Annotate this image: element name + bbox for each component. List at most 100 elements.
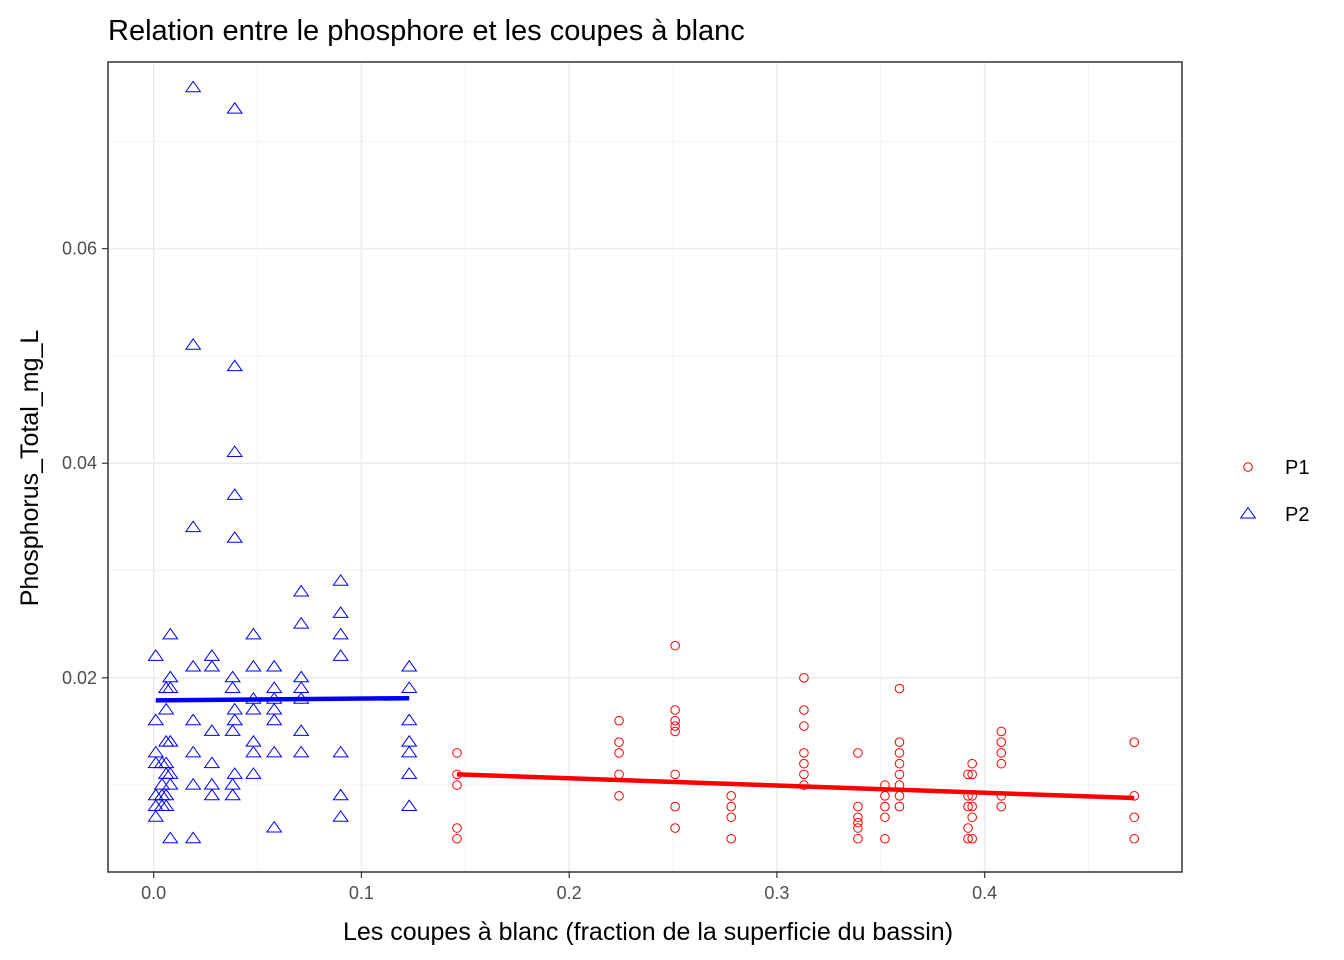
data-point: [147, 649, 165, 661]
data-point: [332, 649, 349, 661]
data-point: [799, 705, 809, 715]
data-point: [184, 713, 202, 726]
data-point: [894, 801, 905, 812]
trend-line-p2: [155, 695, 410, 703]
data-point: [967, 801, 977, 812]
data-point: [147, 713, 165, 726]
x-axis: 0.0 0.1 0.2 0.3 0.4: [141, 872, 997, 903]
data-point: [853, 823, 863, 833]
data-point: [614, 748, 624, 758]
legend: P1 P2: [1239, 457, 1309, 526]
data-point: [996, 758, 1007, 769]
x-tick-label: 0.2: [557, 883, 582, 903]
y-axis: 0.02 0.04 0.06: [62, 239, 108, 688]
data-point: [799, 721, 809, 731]
data-point: [967, 758, 977, 769]
data-point: [452, 833, 462, 844]
data-point: [203, 756, 221, 769]
plot-panel: [107, 61, 1183, 873]
data-point: [1129, 812, 1140, 823]
data-point: [996, 737, 1007, 747]
legend-item-p2: P2: [1239, 504, 1309, 526]
x-tick-label: 0.4: [972, 883, 997, 903]
data-point: [332, 788, 349, 801]
data-point: [799, 758, 809, 769]
data-point: [226, 713, 243, 726]
x-tick-label: 0.0: [141, 883, 166, 903]
data-point: [967, 833, 977, 844]
panel-border: [107, 61, 1183, 873]
data-point: [162, 777, 179, 790]
data-point: [292, 616, 310, 629]
data-point: [894, 683, 905, 694]
data-point: [245, 702, 262, 715]
data-point: [670, 715, 680, 726]
data-point: [265, 745, 283, 758]
data-point: [184, 80, 202, 93]
legend-label: P1: [1285, 457, 1309, 479]
data-point: [245, 767, 262, 779]
data-point: [245, 659, 262, 672]
data-point: [853, 801, 863, 812]
data-point: [157, 799, 175, 812]
data-point: [400, 767, 418, 779]
data-point: [226, 101, 243, 114]
data-point: [292, 724, 310, 736]
data-point: [292, 745, 310, 758]
data-point: [853, 748, 863, 758]
data-point: [203, 724, 221, 736]
data-point: [894, 748, 905, 758]
data-point: [332, 627, 349, 640]
legend-label: P2: [1285, 504, 1309, 526]
data-point: [184, 777, 202, 790]
data-point: [670, 769, 680, 780]
data-point: [726, 801, 737, 812]
data-point: [614, 791, 624, 801]
data-point: [853, 833, 863, 844]
data-point: [332, 745, 349, 758]
data-point: [400, 799, 418, 812]
data-point: [963, 769, 973, 780]
data-point: [799, 673, 809, 683]
data-point: [1129, 737, 1140, 747]
data-point: [963, 801, 973, 812]
data-point: [265, 659, 283, 672]
data-point: [670, 823, 680, 833]
data-point: [162, 734, 179, 747]
data-point: [894, 769, 905, 780]
data-point: [670, 726, 680, 737]
data-point: [245, 745, 262, 758]
data-point: [880, 801, 890, 812]
data-point: [184, 831, 202, 844]
data-point: [670, 705, 680, 715]
data-point: [880, 833, 890, 844]
data-point: [670, 640, 680, 651]
data-point: [184, 520, 202, 533]
legend-key-circle: [1243, 462, 1253, 472]
data-point: [726, 833, 737, 844]
data-point: [265, 713, 283, 726]
x-tick-label: 0.1: [349, 883, 374, 903]
data-point: [184, 337, 202, 350]
data-point: [147, 810, 165, 822]
data-point: [452, 748, 462, 758]
data-point: [224, 724, 241, 736]
data-point: [996, 726, 1007, 737]
y-tick-label: 0.06: [62, 239, 97, 259]
data-point: [726, 812, 737, 823]
data-point: [799, 748, 809, 758]
data-point: [1129, 833, 1140, 844]
y-tick-label: 0.02: [62, 668, 97, 688]
x-axis-title: Les coupes à blanc (fraction de la super…: [343, 918, 953, 946]
data-point: [963, 833, 973, 844]
series-p2-points: [147, 80, 418, 844]
y-axis-title: Phosphorus_Total_mg_L: [16, 330, 44, 607]
data-point: [226, 359, 243, 372]
data-point: [162, 681, 179, 694]
data-point: [894, 737, 905, 747]
data-point: [670, 801, 680, 812]
data-point: [157, 702, 175, 715]
data-point: [726, 791, 737, 801]
data-point: [226, 767, 243, 779]
